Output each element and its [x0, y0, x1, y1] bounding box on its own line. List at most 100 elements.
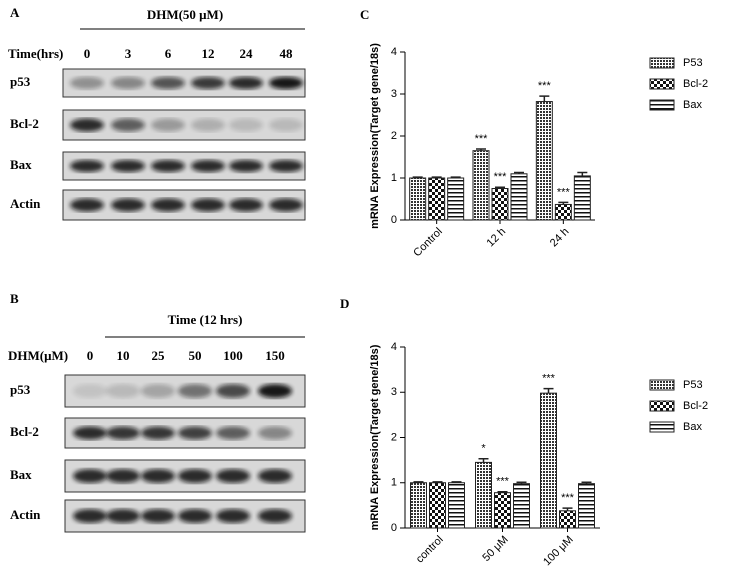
bar [472, 150, 490, 221]
blot-band [111, 159, 145, 173]
panel-label: D [340, 296, 349, 311]
bar [448, 482, 465, 529]
blot-band [141, 383, 175, 399]
error-bar [412, 176, 423, 178]
bar [510, 173, 528, 221]
blot-band [258, 468, 292, 484]
error-bar [476, 148, 486, 151]
bar [535, 101, 553, 221]
bar [554, 203, 572, 221]
y-tick-label: 3 [391, 88, 397, 100]
bar [428, 177, 446, 221]
lane-axis-label: DHM(μM) [8, 348, 68, 363]
lane-label: 0 [84, 46, 91, 61]
error-bar [478, 458, 489, 463]
blot-band [151, 198, 185, 212]
legend-label: P53 [683, 57, 703, 69]
y-tick-label: 2 [391, 130, 397, 142]
lane-label: 24 [240, 46, 254, 61]
row-label: Bax [10, 157, 32, 172]
lane-label: 48 [280, 46, 294, 61]
blot-band [258, 426, 292, 440]
blot-band [178, 383, 212, 399]
error-bar [495, 186, 505, 189]
error-bar [432, 481, 443, 483]
lane-label: 3 [125, 46, 132, 61]
blot-band [191, 76, 225, 90]
blot-band [141, 508, 175, 524]
legend-label: Bax [683, 99, 702, 111]
blot-band [106, 383, 140, 399]
y-tick-label: 2 [391, 431, 397, 443]
blot-band [106, 468, 140, 484]
bar [429, 482, 446, 529]
blot-band [191, 159, 225, 173]
error-bar [413, 481, 424, 483]
treatment-label: DHM(50 μM) [147, 7, 223, 22]
blot-band [258, 383, 292, 399]
blot-band [229, 118, 263, 132]
row-label: Bcl-2 [10, 424, 39, 439]
bar [475, 461, 492, 529]
blot-band [229, 159, 263, 173]
row-label: Bcl-2 [10, 116, 39, 131]
blot-band [111, 118, 145, 132]
legend-swatch [649, 421, 675, 433]
blot-band [151, 118, 185, 132]
significance-label: *** [538, 80, 552, 92]
blot-band [216, 468, 250, 484]
panel-label: C [360, 7, 369, 22]
significance-label: *** [542, 373, 556, 385]
blot-band [269, 198, 303, 212]
blot-band [216, 508, 250, 524]
error-bar [497, 491, 508, 493]
y-tick-label: 1 [391, 172, 397, 184]
row-label: Actin [10, 196, 41, 211]
y-tick-label: 4 [391, 341, 397, 353]
bar [540, 392, 557, 529]
panel-label: A [10, 5, 20, 20]
error-bar [581, 481, 592, 484]
significance-label: * [481, 443, 486, 455]
row-label: Actin [10, 507, 41, 522]
blot-band [258, 508, 292, 524]
x-tick-label: control [414, 534, 446, 566]
error-bar [450, 176, 461, 178]
legend-swatch [649, 99, 675, 111]
blot-band [216, 383, 250, 399]
lane-label: 0 [87, 348, 94, 363]
x-tick-label: 12 h [485, 226, 509, 250]
blot-band [106, 508, 140, 524]
blot-band [73, 426, 107, 440]
y-tick-label: 0 [391, 214, 397, 226]
error-bar [543, 387, 554, 394]
blot-band [191, 118, 225, 132]
lane-label: 100 [223, 348, 243, 363]
lane-label: 150 [265, 348, 285, 363]
blot-band [73, 508, 107, 524]
blot-band [70, 118, 104, 132]
panel-label: B [10, 291, 19, 306]
error-bar [514, 171, 524, 174]
row-label: p53 [10, 74, 31, 89]
legend-swatch [649, 400, 675, 412]
blot-band [269, 76, 303, 90]
y-tick-label: 4 [391, 46, 397, 58]
blot-band [70, 159, 104, 173]
error-bar [431, 176, 442, 178]
blot-band [111, 198, 145, 212]
lane-axis-label: Time(hrs) [8, 46, 63, 61]
y-tick-label: 3 [391, 386, 397, 398]
significance-label: *** [475, 133, 489, 145]
blot-band [269, 159, 303, 173]
bar [513, 483, 530, 529]
lane-label: 6 [165, 46, 172, 61]
blot-band [70, 76, 104, 90]
x-tick-label: 50 μM [480, 534, 510, 564]
blot-band [229, 198, 263, 212]
legend-swatch [649, 379, 675, 391]
legend-label: P53 [683, 379, 703, 391]
error-bar [577, 171, 588, 176]
blot-band [111, 76, 145, 90]
error-bar [562, 507, 573, 511]
